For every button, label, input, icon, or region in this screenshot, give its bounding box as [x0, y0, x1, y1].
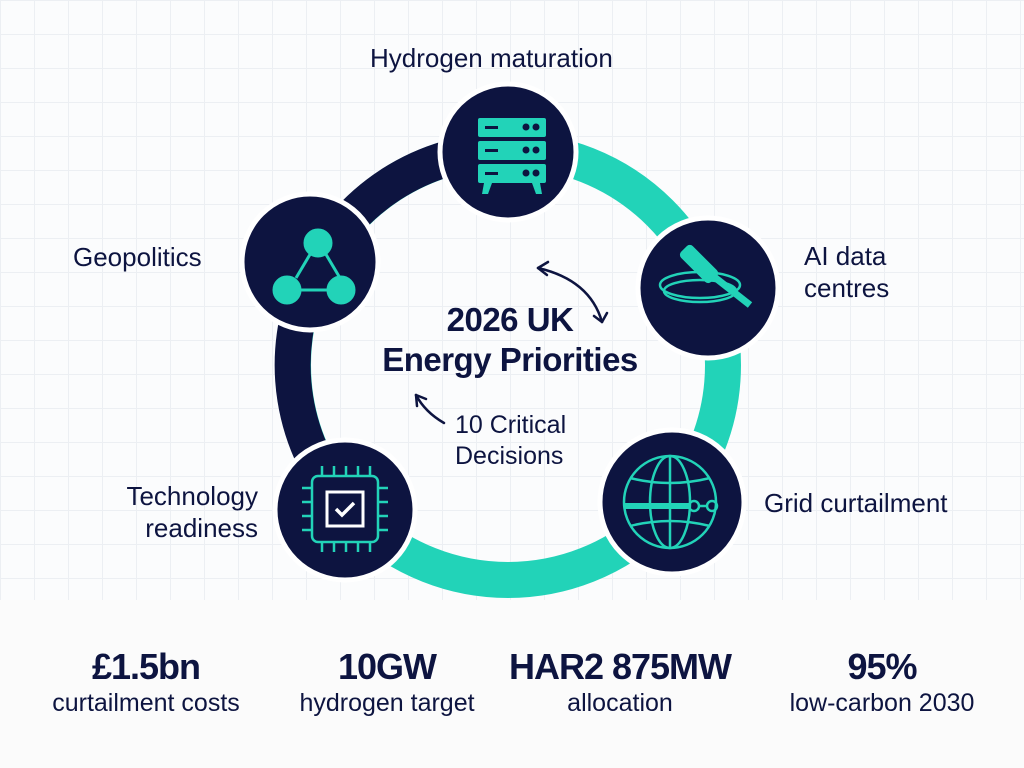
curved-arrow-bottom	[414, 393, 446, 425]
label-line: Technology	[126, 481, 258, 511]
stat-low-carbon: 95% low-carbon 2030	[752, 646, 1012, 718]
network-nodes-icon	[272, 228, 356, 305]
title-line: Energy Priorities	[382, 341, 638, 378]
chip-check-icon	[302, 466, 388, 552]
stat-value: HAR2 875MW	[508, 646, 732, 687]
label-line: centres	[804, 273, 890, 303]
stat-har2: HAR2 875MW allocation	[490, 646, 750, 718]
subtitle: 10 Critical Decisions	[455, 410, 566, 472]
gavel-icon	[658, 244, 753, 308]
subtitle-line: Decisions	[455, 442, 564, 470]
footer-background	[0, 600, 1024, 768]
stat-curtailment: £1.5bn curtailment costs	[16, 646, 276, 718]
node-hydrogen-maturation[interactable]	[437, 81, 579, 223]
label-ai-data-centres: AI data centres	[804, 240, 889, 304]
node-grid-curtailment[interactable]	[597, 427, 747, 577]
stat-value: 95%	[847, 646, 917, 687]
stat-value: 10GW	[337, 646, 437, 687]
curved-arrow-top	[536, 266, 604, 324]
node-ai-data-centres[interactable]	[635, 215, 781, 361]
arrowhead	[414, 393, 428, 408]
label-technology-readiness: Technology readiness	[104, 480, 258, 544]
title-line: 2026 UK	[446, 301, 574, 338]
stat-label: hydrogen target	[299, 689, 475, 717]
stat-label: allocation	[567, 689, 673, 717]
node-technology-readiness[interactable]	[272, 437, 418, 583]
page-title: 2026 UK Energy Priorities	[340, 300, 680, 380]
arrowhead	[536, 260, 550, 277]
label-line: AI data	[804, 241, 887, 271]
label-geopolitics: Geopolitics	[73, 242, 202, 272]
label-line: readiness	[145, 513, 258, 543]
server-rack-icon	[478, 118, 546, 194]
label-hydrogen-maturation: Hydrogen maturation	[370, 43, 613, 73]
node-geopolitics[interactable]	[239, 191, 381, 333]
stat-value: £1.5bn	[91, 646, 201, 687]
subtitle-line: 10 Critical	[455, 411, 567, 439]
stat-label: curtailment costs	[52, 689, 240, 717]
arrowhead	[592, 311, 609, 324]
stat-label: low-carbon 2030	[789, 689, 975, 717]
globe-icon	[622, 454, 719, 550]
label-grid-curtailment: Grid curtailment	[764, 488, 948, 518]
stat-hydrogen: 10GW hydrogen target	[257, 646, 517, 718]
